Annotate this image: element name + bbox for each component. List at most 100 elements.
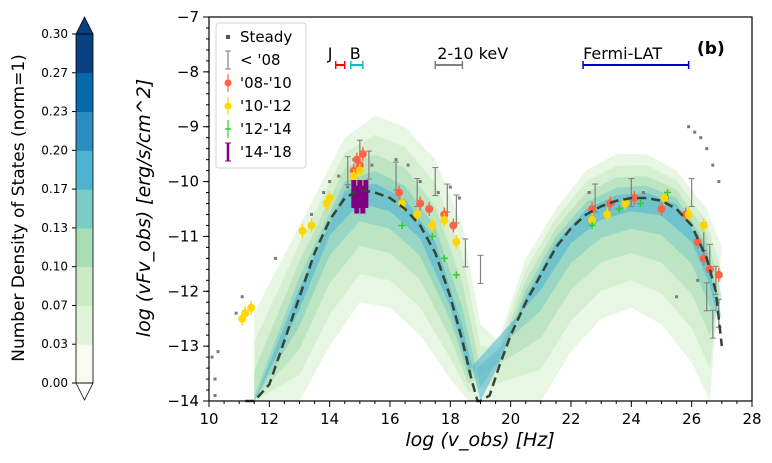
band-markers: J B 2-10 keV Fermi-LAT — [327, 44, 690, 69]
legend-marker-dot — [224, 102, 232, 110]
data-point — [630, 194, 639, 203]
steady-point — [457, 196, 461, 200]
colorbar-segment — [76, 72, 93, 113]
data-point — [684, 210, 693, 219]
steady-point — [234, 311, 238, 315]
colorbar-tick-label: 0.13 — [41, 221, 68, 235]
x-tick-label: 22 — [561, 410, 580, 428]
p1418-errorbar — [357, 180, 363, 209]
data-point — [247, 303, 256, 312]
data-points — [210, 125, 723, 398]
band-label: J — [327, 44, 333, 63]
data-point — [440, 215, 449, 224]
colorbar-tick-label: 0.30 — [41, 27, 68, 41]
colorbar-segment — [76, 189, 93, 229]
steady-point — [213, 377, 217, 381]
data-point — [416, 199, 425, 208]
steady-point — [693, 130, 697, 134]
data-point — [621, 199, 630, 208]
steady-point — [699, 136, 703, 140]
x-tick-label: 20 — [501, 410, 520, 428]
steady-point — [337, 174, 341, 178]
steady-point — [210, 355, 214, 359]
data-point — [699, 221, 708, 230]
data-point — [425, 205, 434, 213]
p1214-point — [615, 205, 623, 213]
data-point — [358, 150, 367, 159]
colorbar-segment — [76, 227, 93, 268]
colorbar-tick-label: 0.00 — [41, 376, 68, 390]
data-point — [603, 210, 612, 219]
steady-point — [322, 191, 326, 195]
steady-point — [436, 191, 440, 195]
steady-point — [687, 125, 691, 129]
panel-label: (b) — [697, 39, 725, 59]
legend-label: '08-'10 — [240, 74, 292, 92]
steady-point — [346, 185, 350, 189]
data-point — [428, 221, 437, 230]
data-point — [355, 166, 364, 175]
steady-point — [448, 185, 452, 189]
band-label: 2-10 keV — [437, 44, 508, 63]
steady-point — [696, 278, 700, 282]
colorbar-segment — [76, 150, 93, 190]
p1214-point — [452, 271, 460, 279]
p1214-point — [588, 221, 596, 229]
y-tick-label: −14 — [167, 392, 199, 410]
data-point — [699, 254, 708, 263]
legend-label: Steady — [240, 28, 292, 46]
data-point — [413, 210, 422, 219]
y-tick-label: −7 — [177, 8, 199, 26]
colorbar-segment — [76, 305, 93, 345]
data-point — [307, 221, 316, 230]
colorbar-segment — [76, 111, 93, 151]
band-label: B — [350, 44, 361, 63]
data-point — [714, 270, 723, 279]
legend-label: '12-'14 — [240, 120, 292, 138]
x-axis-title: log (v_obs) [Hz] — [405, 429, 554, 451]
data-point — [588, 215, 597, 224]
steady-point — [587, 191, 591, 195]
steady-point — [216, 350, 220, 354]
colorbar-tick-label: 0.23 — [41, 105, 68, 119]
y-tick-label: −8 — [177, 63, 199, 81]
steady-point — [705, 147, 709, 151]
colorbar: 0.00 0.03 0.07 0.10 0.13 0.17 0.20 0.23 0.27 0.30 — [41, 16, 94, 401]
model-uncertainty-band — [254, 115, 722, 401]
steady-point — [406, 163, 410, 167]
data-point — [241, 309, 250, 318]
steady-point — [240, 295, 244, 299]
data-point — [660, 194, 669, 203]
steady-point — [328, 180, 332, 184]
steady-point — [717, 180, 721, 184]
p1214-point — [398, 221, 406, 229]
x-tick-label: 12 — [260, 410, 279, 428]
plot-area — [210, 115, 724, 403]
p1214-point — [440, 254, 448, 262]
steady-point — [310, 212, 314, 216]
p1214-point — [664, 189, 672, 197]
colorbar-segment — [76, 266, 93, 306]
legend-box — [215, 22, 307, 169]
p1214-point — [428, 232, 436, 240]
x-tick-label: 18 — [441, 410, 460, 428]
band-layer — [254, 171, 722, 401]
data-point — [705, 265, 714, 274]
axis-ticks: 10 12 14 16 18 20 22 24 26 28 −14 −13 −12 −11 −10 −9 −8 −… — [167, 8, 761, 428]
legend-label: '14-'18 — [240, 143, 292, 161]
y-tick-label: −11 — [167, 227, 199, 245]
steady-point — [273, 256, 277, 260]
p1418-errorbar — [354, 185, 360, 214]
x-tick-label: 28 — [742, 410, 761, 428]
p1418-errorbar — [363, 180, 369, 209]
colorbar-label: Number Density of States (norm=1) — [9, 54, 29, 362]
colorbar-segment — [76, 344, 93, 384]
p1418-errorbar — [360, 185, 366, 214]
colorbar-tick-label: 0.07 — [41, 298, 68, 312]
steady-point — [213, 394, 217, 398]
y-tick-label: −12 — [167, 282, 199, 300]
steady-point — [641, 191, 645, 195]
steady-point — [418, 180, 422, 184]
colorbar-tick-label: 0.20 — [41, 143, 68, 157]
